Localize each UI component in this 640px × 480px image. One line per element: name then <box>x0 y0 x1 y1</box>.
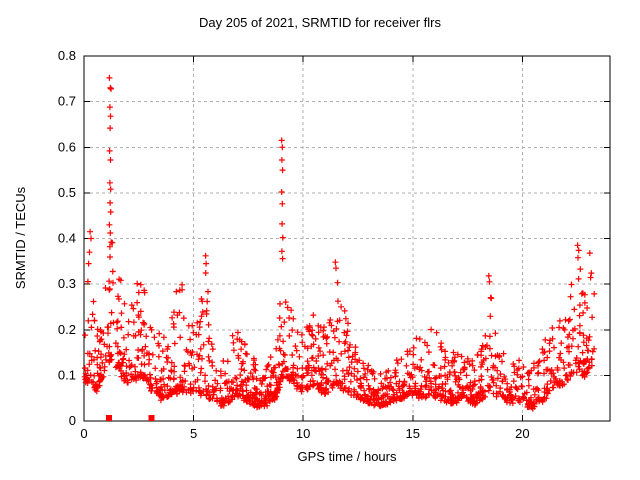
y-tick-label: 0.5 <box>58 185 76 200</box>
y-tick-label: 0.3 <box>58 276 76 291</box>
y-tick-label: 0 <box>69 413 76 428</box>
zero-value-marker <box>148 415 155 421</box>
y-tick-label: 0.8 <box>58 48 76 63</box>
y-tick-label: 0.4 <box>58 231 76 246</box>
y-tick-label: 0.1 <box>58 367 76 382</box>
x-tick-label: 20 <box>515 426 529 441</box>
y-tick-label: 0.6 <box>58 139 76 154</box>
y-tick-label: 0.7 <box>58 94 76 109</box>
zero-value-marker <box>106 415 112 421</box>
x-tick-label: 10 <box>296 426 310 441</box>
x-tick-label: 0 <box>80 426 87 441</box>
chart-title: Day 205 of 2021, SRMTID for receiver flr… <box>198 15 442 30</box>
scatter-points <box>81 74 598 412</box>
x-axis-title: GPS time / hours <box>297 449 397 464</box>
x-tick-label: 5 <box>190 426 197 441</box>
y-tick-label: 0.2 <box>58 322 76 337</box>
x-tick-label: 15 <box>406 426 420 441</box>
